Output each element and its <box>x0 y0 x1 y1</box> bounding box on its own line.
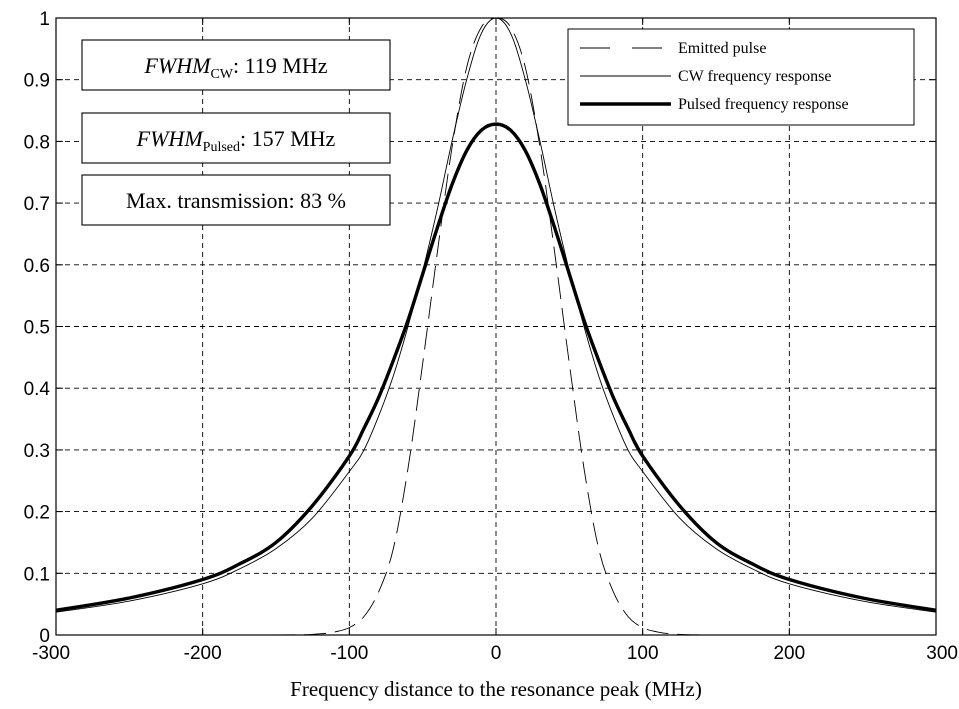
legend: Emitted pulse CW frequency response Pulsed… <box>567 28 915 126</box>
y-tick-label: 0.3 <box>24 441 50 462</box>
annotation-box <box>81 112 391 164</box>
annotation-box <box>81 174 391 226</box>
annotation-value: Max. transmission: 83 % <box>126 188 346 213</box>
legend-label-2: CW frequency response <box>678 68 831 85</box>
legend-label-3: Pulsed frequency response <box>678 96 849 113</box>
annotation-box <box>81 39 391 91</box>
legend-box <box>567 28 915 126</box>
y-tick-label: 0.2 <box>24 503 50 524</box>
series-line-3 <box>55 122 937 612</box>
annotation-text: Max. transmission: 83 % <box>126 188 346 213</box>
annotation-symbol: FWHM <box>143 53 212 78</box>
annotation-text: FWHMPulsed: 157 MHz <box>136 126 336 155</box>
annotation-subscript: Pulsed <box>203 140 240 155</box>
y-tick-label: 0.8 <box>24 132 50 153</box>
legend-label-1: Emitted pulse <box>678 40 766 57</box>
y-tick-label: 0.6 <box>24 256 50 277</box>
x-tick-label: 300 <box>926 643 958 664</box>
x-tick-label: 0 <box>491 643 502 664</box>
x-tick-labels: -300 -200 -100 0 100 200 300 <box>32 643 958 664</box>
y-tick-label: 0 <box>39 626 50 647</box>
annotation-symbol: FWHM <box>136 126 205 151</box>
y-tick-label: 0.5 <box>24 318 50 339</box>
annotation-text: FWHMCW: 119 MHz <box>143 53 327 82</box>
annotation-value: : 157 MHz <box>240 126 336 151</box>
x-tick-label: -200 <box>184 643 222 664</box>
y-tick-label: 0.4 <box>24 379 51 400</box>
y-tick-labels: 0 0.1 0.2 0.3 0.4 0.5 0.6 0.7 0.8 0.9 1 <box>24 9 51 647</box>
y-tick-label: 0.9 <box>24 71 50 92</box>
annotation-value: : 119 MHz <box>233 53 328 78</box>
x-tick-label: -100 <box>330 643 368 664</box>
x-tick-label: -300 <box>32 643 70 664</box>
y-tick-label: 1 <box>39 9 50 30</box>
tick-marks <box>55 17 937 636</box>
x-axis-label: Frequency distance to the resonance peak… <box>290 677 702 701</box>
annotation-subscript: CW <box>210 67 233 82</box>
y-tick-label: 0.7 <box>24 194 50 215</box>
x-tick-label: 100 <box>627 643 659 664</box>
x-tick-label: 200 <box>773 643 805 664</box>
y-tick-label: 0.1 <box>24 564 50 585</box>
